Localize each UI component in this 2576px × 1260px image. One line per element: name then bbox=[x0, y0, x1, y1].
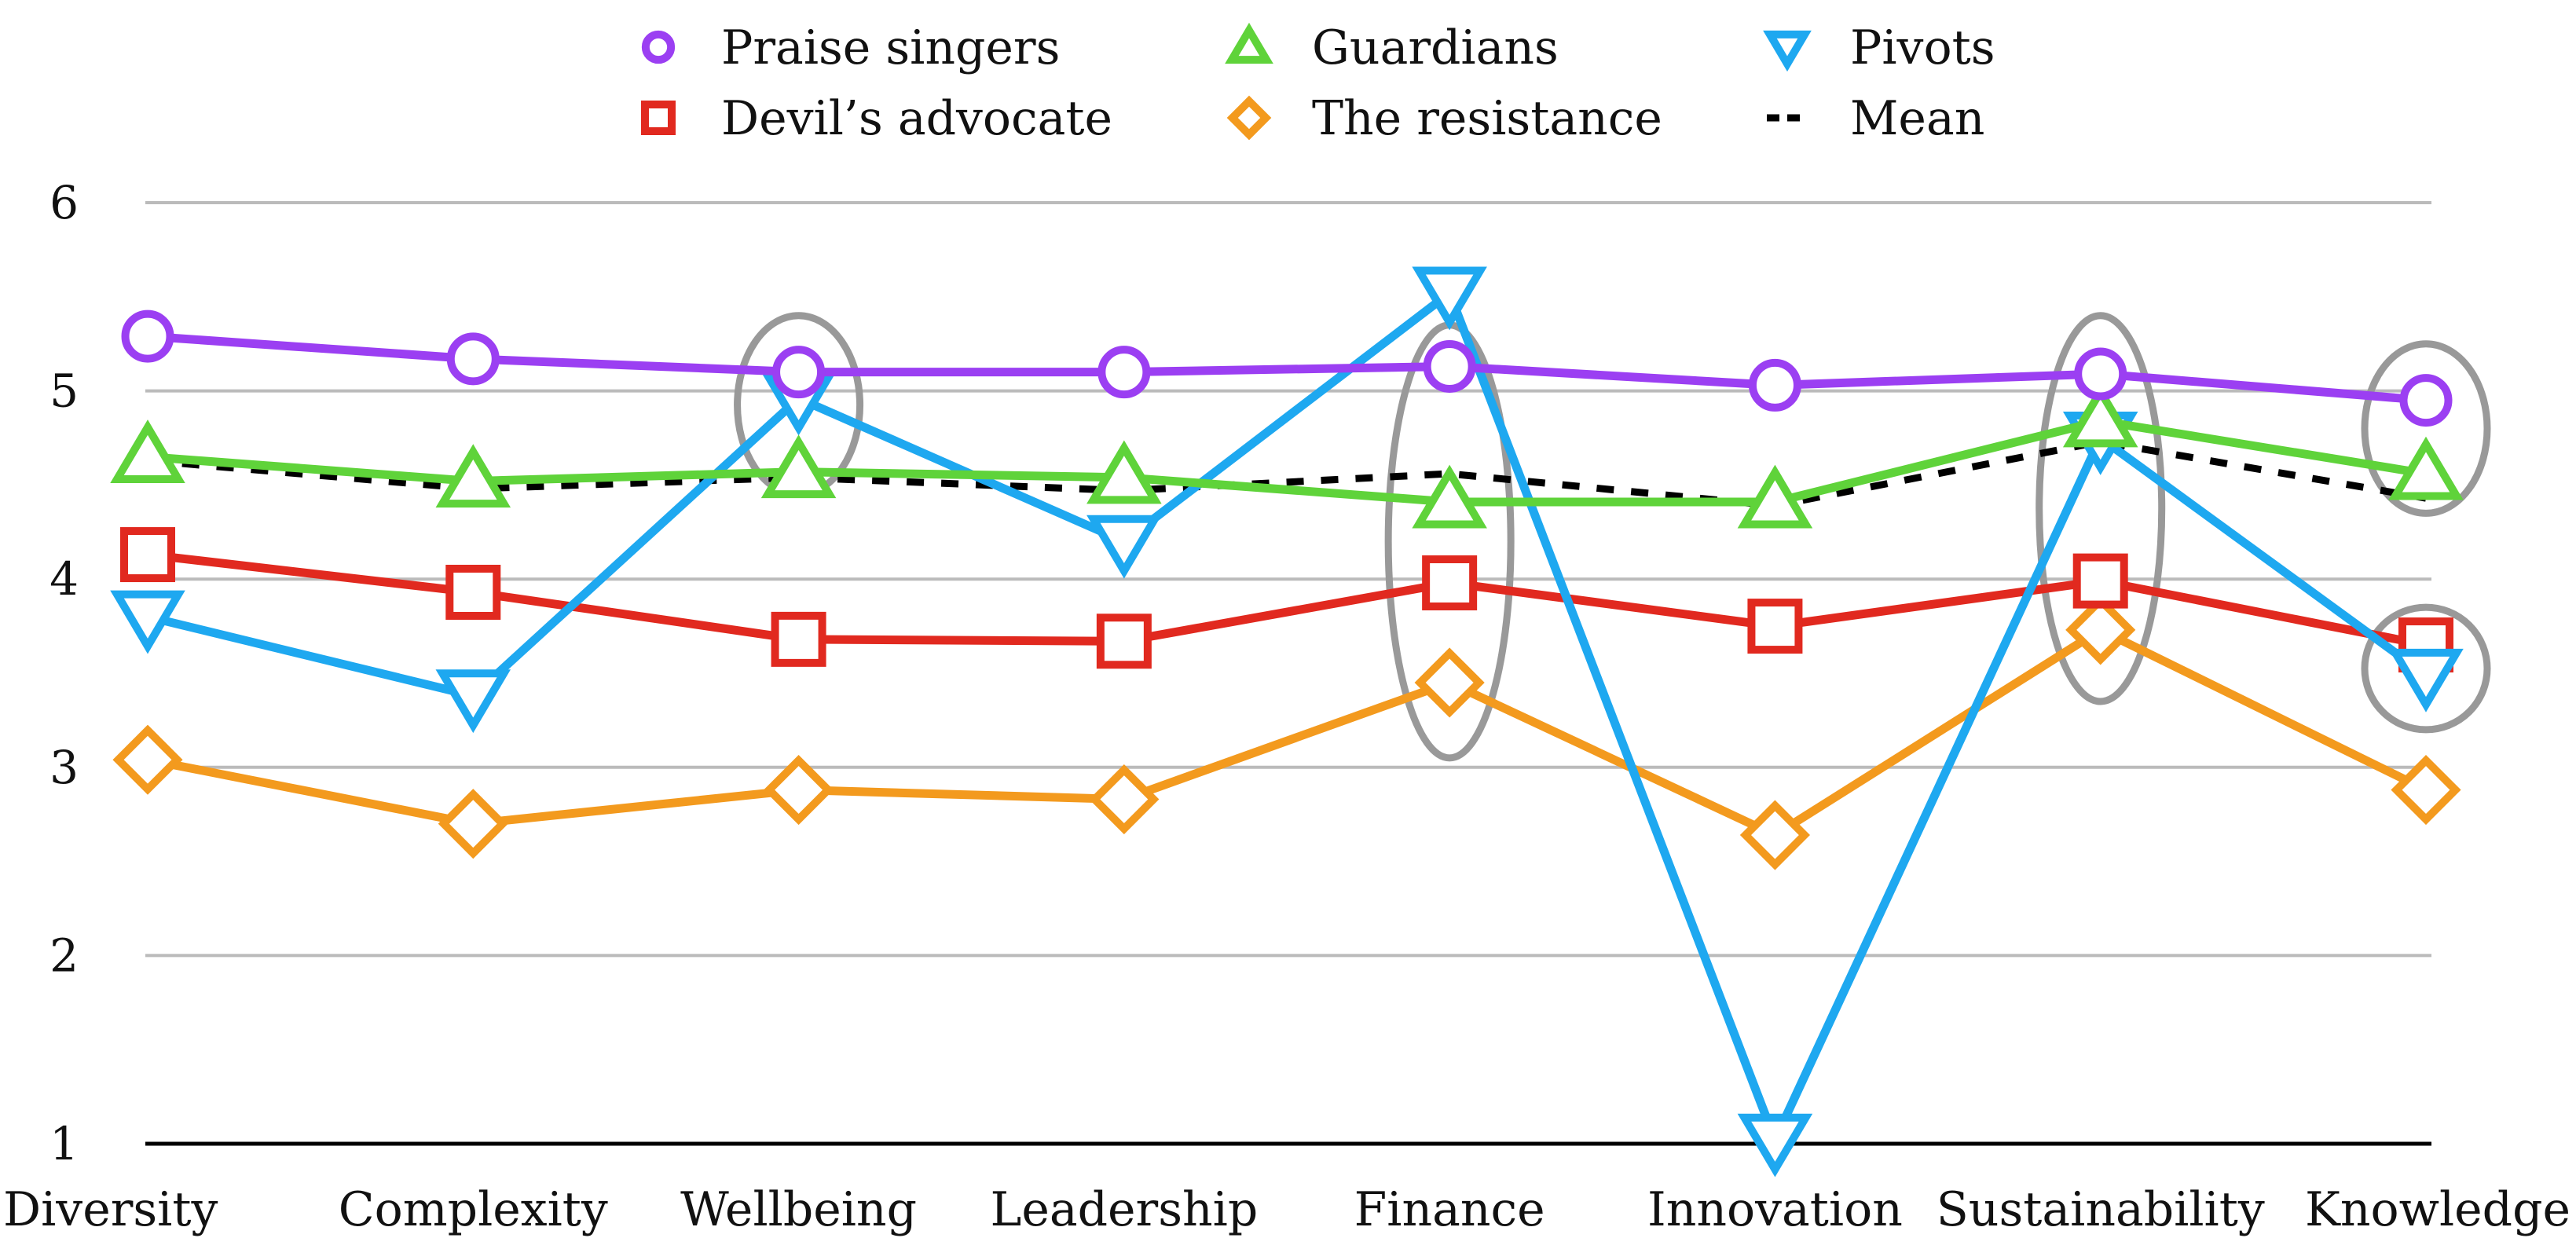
y-axis-tick-labels: 1 2 3 4 5 6 bbox=[49, 176, 79, 1170]
x-axis-category-labels: Diversity Complexity Wellbeing Leadership Fi… bbox=[3, 1182, 2571, 1237]
data-point-the-resistance-complexity bbox=[438, 789, 508, 859]
data-point-the-resistance-knowledge bbox=[2391, 754, 2461, 826]
data-point-pivots-finance bbox=[1412, 266, 1487, 331]
y-tick-label: 4 bbox=[49, 552, 79, 606]
data-point-pivots-innovation bbox=[1737, 1113, 1813, 1178]
data-point-guardians-finance bbox=[1412, 464, 1487, 529]
x-category-label: Knowledge bbox=[2305, 1182, 2571, 1237]
series-the-resistance bbox=[112, 595, 2461, 870]
data-point-devil-s-advocate-innovation bbox=[1747, 599, 1803, 654]
series-line-guardians bbox=[143, 416, 2431, 507]
legend-label-praise-singers: Praise singers bbox=[721, 20, 1060, 75]
legend-item-pivots: Pivots bbox=[1763, 20, 1995, 75]
legend-swatch-devil-s-advocate bbox=[641, 101, 676, 135]
series-line-praise-singers bbox=[143, 331, 2431, 405]
data-point-praise-singers-complexity bbox=[446, 332, 500, 386]
data-point-the-resistance-diversity bbox=[112, 724, 183, 795]
data-point-guardians-knowledge bbox=[2388, 436, 2464, 500]
data-point-praise-singers-innovation bbox=[1748, 358, 1801, 412]
x-category-label: Wellbeing bbox=[680, 1182, 917, 1237]
legend-item-guardians: Guardians bbox=[1225, 20, 1559, 75]
data-point-pivots-diversity bbox=[110, 590, 185, 654]
legend-item-the-resistance: The resistance bbox=[1226, 91, 1662, 146]
y-tick-label: 1 bbox=[49, 1117, 79, 1170]
data-point-guardians-complexity bbox=[435, 444, 511, 508]
data-point-pivots-knowledge bbox=[2388, 648, 2464, 712]
data-point-praise-singers-diversity bbox=[121, 310, 174, 363]
data-point-praise-singers-sustainability bbox=[2074, 347, 2127, 401]
data-point-devil-s-advocate-finance bbox=[1422, 555, 1478, 610]
data-point-the-resistance-wellbeing bbox=[764, 754, 834, 826]
legend-swatch-the-resistance bbox=[1226, 95, 1272, 141]
data-point-the-resistance-innovation bbox=[1739, 800, 1810, 870]
x-category-label: Diversity bbox=[3, 1182, 218, 1237]
data-point-guardians-innovation bbox=[1737, 464, 1813, 529]
highlight-ellipse-knowledge bbox=[2361, 340, 2491, 517]
data-point-guardians-leadership bbox=[1086, 440, 1162, 504]
data-point-praise-singers-knowledge bbox=[2399, 374, 2453, 427]
data-point-the-resistance-sustainability bbox=[2065, 595, 2136, 665]
data-point-the-resistance-leadership bbox=[1089, 764, 1160, 835]
series-line-the-resistance bbox=[143, 625, 2431, 840]
legend-item-praise-singers: Praise singers bbox=[641, 20, 1060, 75]
series-line-devil-s-advocate bbox=[143, 550, 2431, 650]
data-point-guardians-diversity bbox=[110, 419, 185, 483]
data-point-praise-singers-finance bbox=[1423, 339, 1476, 393]
data-point-pivots-leadership bbox=[1086, 515, 1162, 579]
highlight-ellipse-sustainability bbox=[2036, 312, 2166, 705]
legend-swatch-guardians bbox=[1225, 22, 1273, 64]
series-praise-singers bbox=[121, 310, 2453, 427]
legend-label-devil-s-advocate: Devil’s advocate bbox=[721, 91, 1112, 146]
legend: Praise singers Guardians Pivots Devil’s adv… bbox=[641, 20, 1995, 146]
gridlines bbox=[145, 201, 2431, 1146]
series-line-mean bbox=[147, 438, 2427, 510]
data-point-praise-singers-wellbeing bbox=[772, 346, 826, 399]
data-point-guardians-wellbeing bbox=[760, 434, 837, 499]
legend-label-pivots: Pivots bbox=[1850, 20, 1995, 75]
x-category-label: Leadership bbox=[990, 1182, 1258, 1237]
legend-label-guardians: Guardians bbox=[1312, 20, 1559, 75]
legend-item-devil-s-advocate: Devil’s advocate bbox=[641, 91, 1112, 146]
series-mean bbox=[147, 438, 2427, 510]
data-point-the-resistance-finance bbox=[1414, 647, 1485, 718]
data-point-devil-s-advocate-wellbeing bbox=[771, 611, 826, 667]
legend-swatch-praise-singers bbox=[641, 30, 676, 64]
legend-label-the-resistance: The resistance bbox=[1312, 91, 1662, 146]
data-point-praise-singers-leadership bbox=[1097, 346, 1151, 399]
data-point-guardians-sustainability bbox=[2062, 383, 2138, 448]
y-tick-label: 5 bbox=[49, 364, 79, 418]
series-lines bbox=[110, 266, 2464, 1178]
data-point-pivots-complexity bbox=[435, 669, 511, 734]
x-category-label: Finance bbox=[1354, 1182, 1545, 1237]
legend-swatch-pivots bbox=[1763, 30, 1812, 72]
legend-label-mean: Mean bbox=[1850, 91, 1984, 146]
legend-item-mean: Mean bbox=[1767, 91, 1984, 146]
x-category-label: Sustainability bbox=[1937, 1182, 2265, 1237]
data-point-devil-s-advocate-sustainability bbox=[2072, 553, 2128, 609]
highlight-ellipse-knowledge bbox=[2361, 603, 2491, 734]
y-tick-label: 2 bbox=[49, 929, 79, 982]
y-tick-label: 6 bbox=[49, 176, 79, 229]
y-tick-label: 3 bbox=[49, 741, 79, 794]
series-guardians bbox=[110, 383, 2464, 529]
x-category-label: Innovation bbox=[1647, 1182, 1903, 1237]
series-pivots bbox=[110, 266, 2464, 1178]
highlight-ellipses bbox=[734, 312, 2491, 762]
series-line-pivots bbox=[143, 288, 2431, 1145]
data-point-devil-s-advocate-leadership bbox=[1096, 614, 1152, 669]
x-category-label: Complexity bbox=[339, 1182, 608, 1237]
data-point-devil-s-advocate-diversity bbox=[120, 527, 175, 583]
data-point-devil-s-advocate-complexity bbox=[445, 564, 501, 620]
